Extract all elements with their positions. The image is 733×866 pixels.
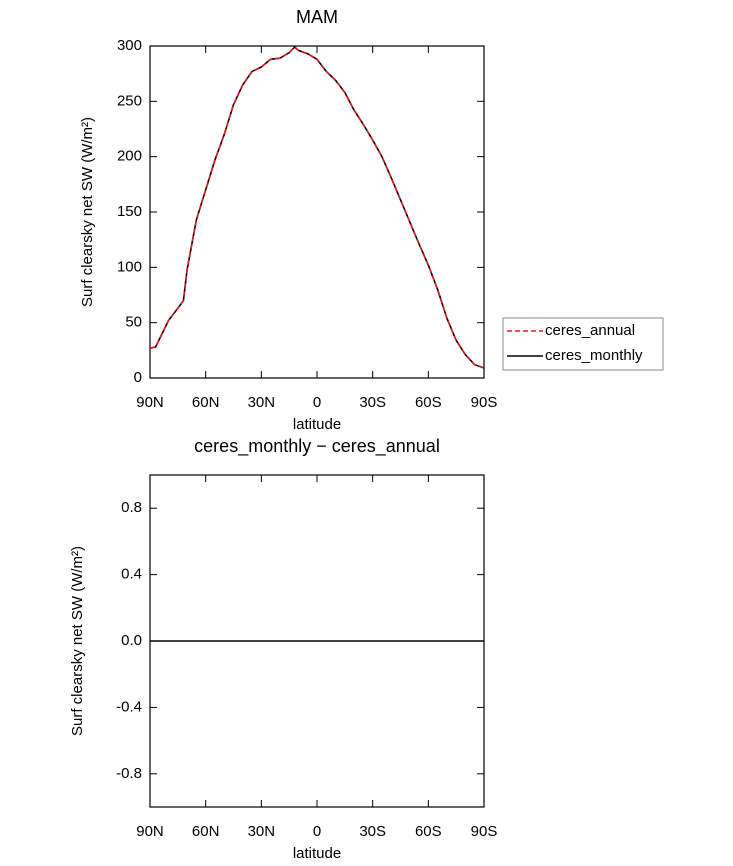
x-tick-label: 0 bbox=[313, 394, 321, 411]
plot-frame bbox=[149, 45, 485, 379]
x-tick-label: 30S bbox=[359, 394, 386, 411]
x-tick-label: 60N bbox=[192, 394, 220, 411]
x-tick-label: 0 bbox=[313, 823, 321, 840]
x-tick-label: 90N bbox=[136, 823, 164, 840]
x-tick-label: 90N bbox=[136, 394, 164, 411]
y-tick-label: 0.8 bbox=[121, 499, 142, 516]
legend-label: ceres_annual bbox=[545, 322, 635, 339]
y-tick-label: -0.8 bbox=[116, 765, 142, 782]
legend-box bbox=[502, 317, 664, 371]
y-axis-label: Surf clearsky net SW (W/m²) bbox=[69, 546, 86, 736]
x-tick-label: 60S bbox=[415, 394, 442, 411]
y-tick-label: 0.0 bbox=[121, 632, 142, 649]
x-axis-label: latitude bbox=[293, 416, 341, 433]
x-tick-label: 90S bbox=[471, 823, 498, 840]
y-tick-label: 0.4 bbox=[121, 566, 142, 583]
y-axis-label: Surf clearsky net SW (W/m²) bbox=[79, 117, 96, 307]
y-tick-label: 150 bbox=[117, 203, 142, 220]
x-tick-label: 60S bbox=[415, 823, 442, 840]
x-tick-label: 30N bbox=[248, 394, 276, 411]
x-tick-label: 30N bbox=[248, 823, 276, 840]
chart-title: MAM bbox=[296, 7, 338, 27]
y-tick-label: -0.4 bbox=[116, 698, 142, 715]
y-tick-label: 300 bbox=[117, 37, 142, 54]
x-tick-label: 30S bbox=[359, 823, 386, 840]
legend-label: ceres_monthly bbox=[545, 347, 643, 364]
x-tick-label: 60N bbox=[192, 823, 220, 840]
y-tick-label: 200 bbox=[117, 148, 142, 165]
y-tick-label: 0 bbox=[134, 369, 142, 386]
x-axis-label: latitude bbox=[293, 845, 341, 862]
chart-title: ceres_monthly − ceres_annual bbox=[194, 436, 440, 457]
y-tick-label: 100 bbox=[117, 258, 142, 275]
x-tick-label: 90S bbox=[471, 394, 498, 411]
y-tick-label: 50 bbox=[125, 314, 142, 331]
series-line bbox=[149, 46, 485, 369]
y-tick-label: 250 bbox=[117, 92, 142, 109]
